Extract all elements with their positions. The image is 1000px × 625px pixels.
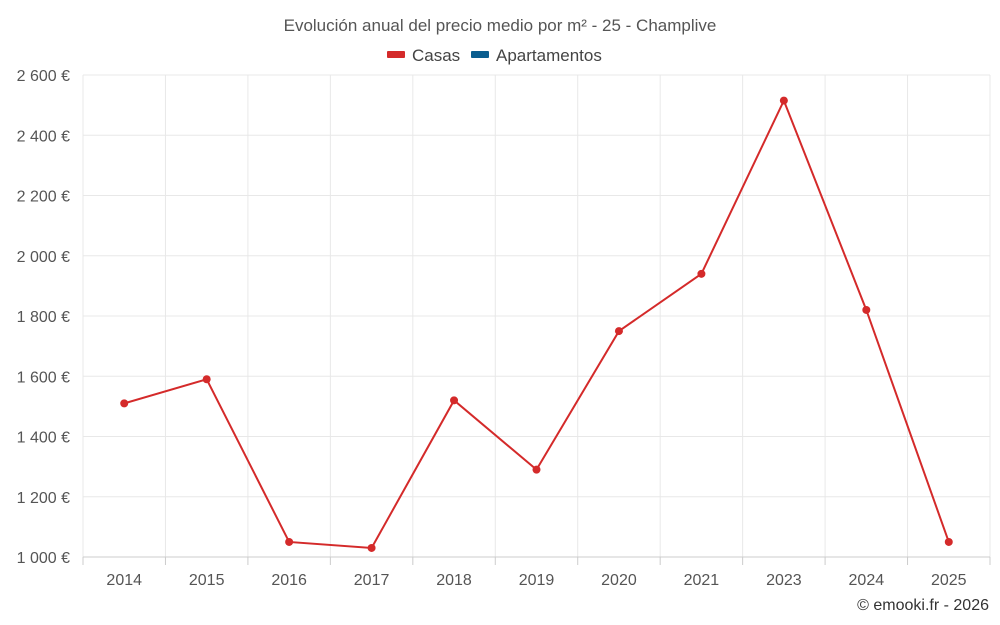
x-tick-label: 2019 — [519, 572, 555, 589]
x-tick-label: 2017 — [354, 572, 390, 589]
data-point[interactable] — [120, 399, 129, 408]
data-point[interactable] — [614, 327, 623, 336]
data-point[interactable] — [450, 396, 459, 405]
legend: Casas Apartamentos — [387, 46, 602, 65]
x-tick-label: 2018 — [436, 572, 472, 589]
y-tick-label: 1 400 € — [17, 430, 70, 447]
legend-swatch-apartamentos — [471, 51, 489, 58]
data-point[interactable] — [779, 96, 788, 105]
y-tick-label: 1 600 € — [17, 369, 70, 386]
y-tick-label: 2 600 € — [17, 68, 70, 85]
data-point[interactable] — [862, 305, 871, 314]
y-tick-label: 2 000 € — [17, 249, 70, 266]
data-point[interactable] — [202, 375, 211, 384]
x-tick-label: 2014 — [106, 572, 142, 589]
x-tick-label: 2023 — [766, 572, 802, 589]
y-tick-label: 2 400 € — [17, 128, 70, 145]
legend-swatch-casas — [387, 51, 405, 58]
x-tick-label: 2016 — [271, 572, 307, 589]
data-point[interactable] — [697, 269, 706, 278]
legend-item-casas[interactable]: Casas — [387, 46, 460, 65]
data-point[interactable] — [532, 465, 541, 474]
x-tick-label: 2025 — [931, 572, 967, 589]
y-tick-label: 1 200 € — [17, 490, 70, 507]
data-point[interactable] — [944, 537, 953, 546]
legend-item-apartamentos[interactable]: Apartamentos — [471, 46, 602, 65]
x-axis-ticks: 2014 2015 2016 2017 2018 2019 2020 2021 2023 2024… — [82, 557, 991, 589]
series — [120, 96, 953, 552]
legend-label-casas: Casas — [412, 46, 460, 65]
legend-label-apartamentos: Apartamentos — [496, 46, 602, 65]
data-point[interactable] — [367, 543, 376, 552]
y-tick-label: 1 800 € — [17, 309, 70, 326]
x-tick-label: 2015 — [189, 572, 225, 589]
y-axis-ticks: 1 000 € 1 200 € 1 400 € 1 600 € 1 800 € 2 000… — [17, 68, 70, 567]
x-tick-label: 2020 — [601, 572, 637, 589]
data-point[interactable] — [285, 537, 294, 546]
chart-title: Evolución anual del precio medio por m² … — [284, 16, 717, 35]
x-tick-label: 2024 — [849, 572, 885, 589]
x-tick-label: 2021 — [684, 572, 720, 589]
credit-text: © emooki.fr - 2026 — [857, 597, 989, 614]
grid — [82, 74, 991, 557]
y-tick-label: 2 200 € — [17, 189, 70, 206]
y-tick-label: 1 000 € — [17, 550, 70, 567]
